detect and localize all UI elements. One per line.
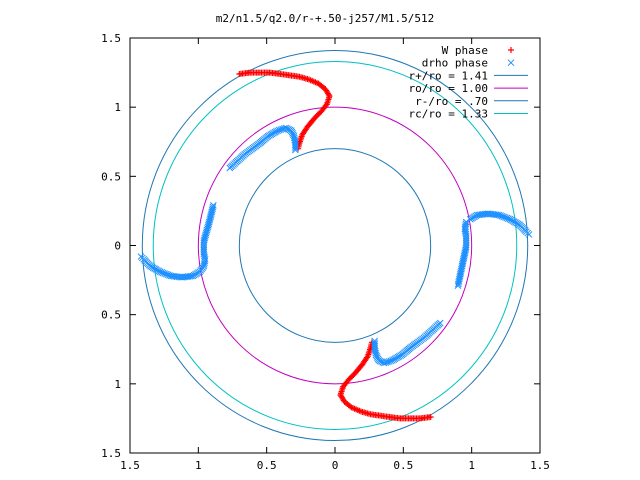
data-point	[371, 339, 378, 347]
data-point	[363, 354, 370, 361]
series-group	[137, 69, 533, 422]
data-point	[226, 164, 234, 172]
legend-label: rc/ro = 1.33	[409, 108, 488, 121]
series-1	[137, 124, 533, 367]
circle-2	[238, 148, 432, 343]
data-point	[525, 231, 533, 238]
circle-1	[197, 106, 473, 385]
y-tick-label: 1	[114, 378, 121, 391]
x-tick-label: 0	[332, 459, 339, 472]
circle-3	[152, 61, 518, 430]
legend-label: W phase	[442, 44, 488, 57]
data-point	[137, 253, 145, 260]
data-point	[371, 337, 378, 345]
tick-group: 1.5 1 0.5 0 0.5 1 1.51.510.500.511.5	[101, 32, 550, 472]
x-tick-label: 1	[195, 459, 202, 472]
data-point	[300, 130, 307, 137]
y-tick-label: 1	[114, 101, 121, 114]
legend-marker	[507, 59, 515, 67]
x-tick-label: 0.5	[257, 459, 277, 472]
y-tick-label: 0.5	[101, 170, 121, 183]
circle-0	[141, 49, 529, 442]
y-tick-label: 0	[114, 240, 121, 253]
series-0	[236, 69, 434, 422]
x-tick-label: 1	[468, 459, 475, 472]
x-tick-label: 1.5	[120, 459, 140, 472]
x-tick-label: 0.5	[393, 459, 413, 472]
x-tick-label: 1.5	[530, 459, 550, 472]
data-point	[454, 280, 462, 288]
chart-title: m2/n1.5/q2.0/r-+.50-j257/M1.5/512	[216, 12, 435, 25]
legend-label: r+/ro = 1.41	[409, 69, 488, 82]
legend-label: drho phase	[422, 57, 488, 70]
legend-label: r-/ro = .70	[415, 95, 488, 108]
y-tick-label: 1.5	[101, 32, 121, 45]
circle-group	[141, 49, 529, 442]
data-point	[454, 282, 462, 289]
legend-label: ro/ro = 1.00	[409, 82, 488, 95]
y-tick-label: 0.5	[101, 309, 121, 322]
y-tick-label: 1.5	[101, 447, 121, 460]
legend-marker	[508, 47, 514, 53]
